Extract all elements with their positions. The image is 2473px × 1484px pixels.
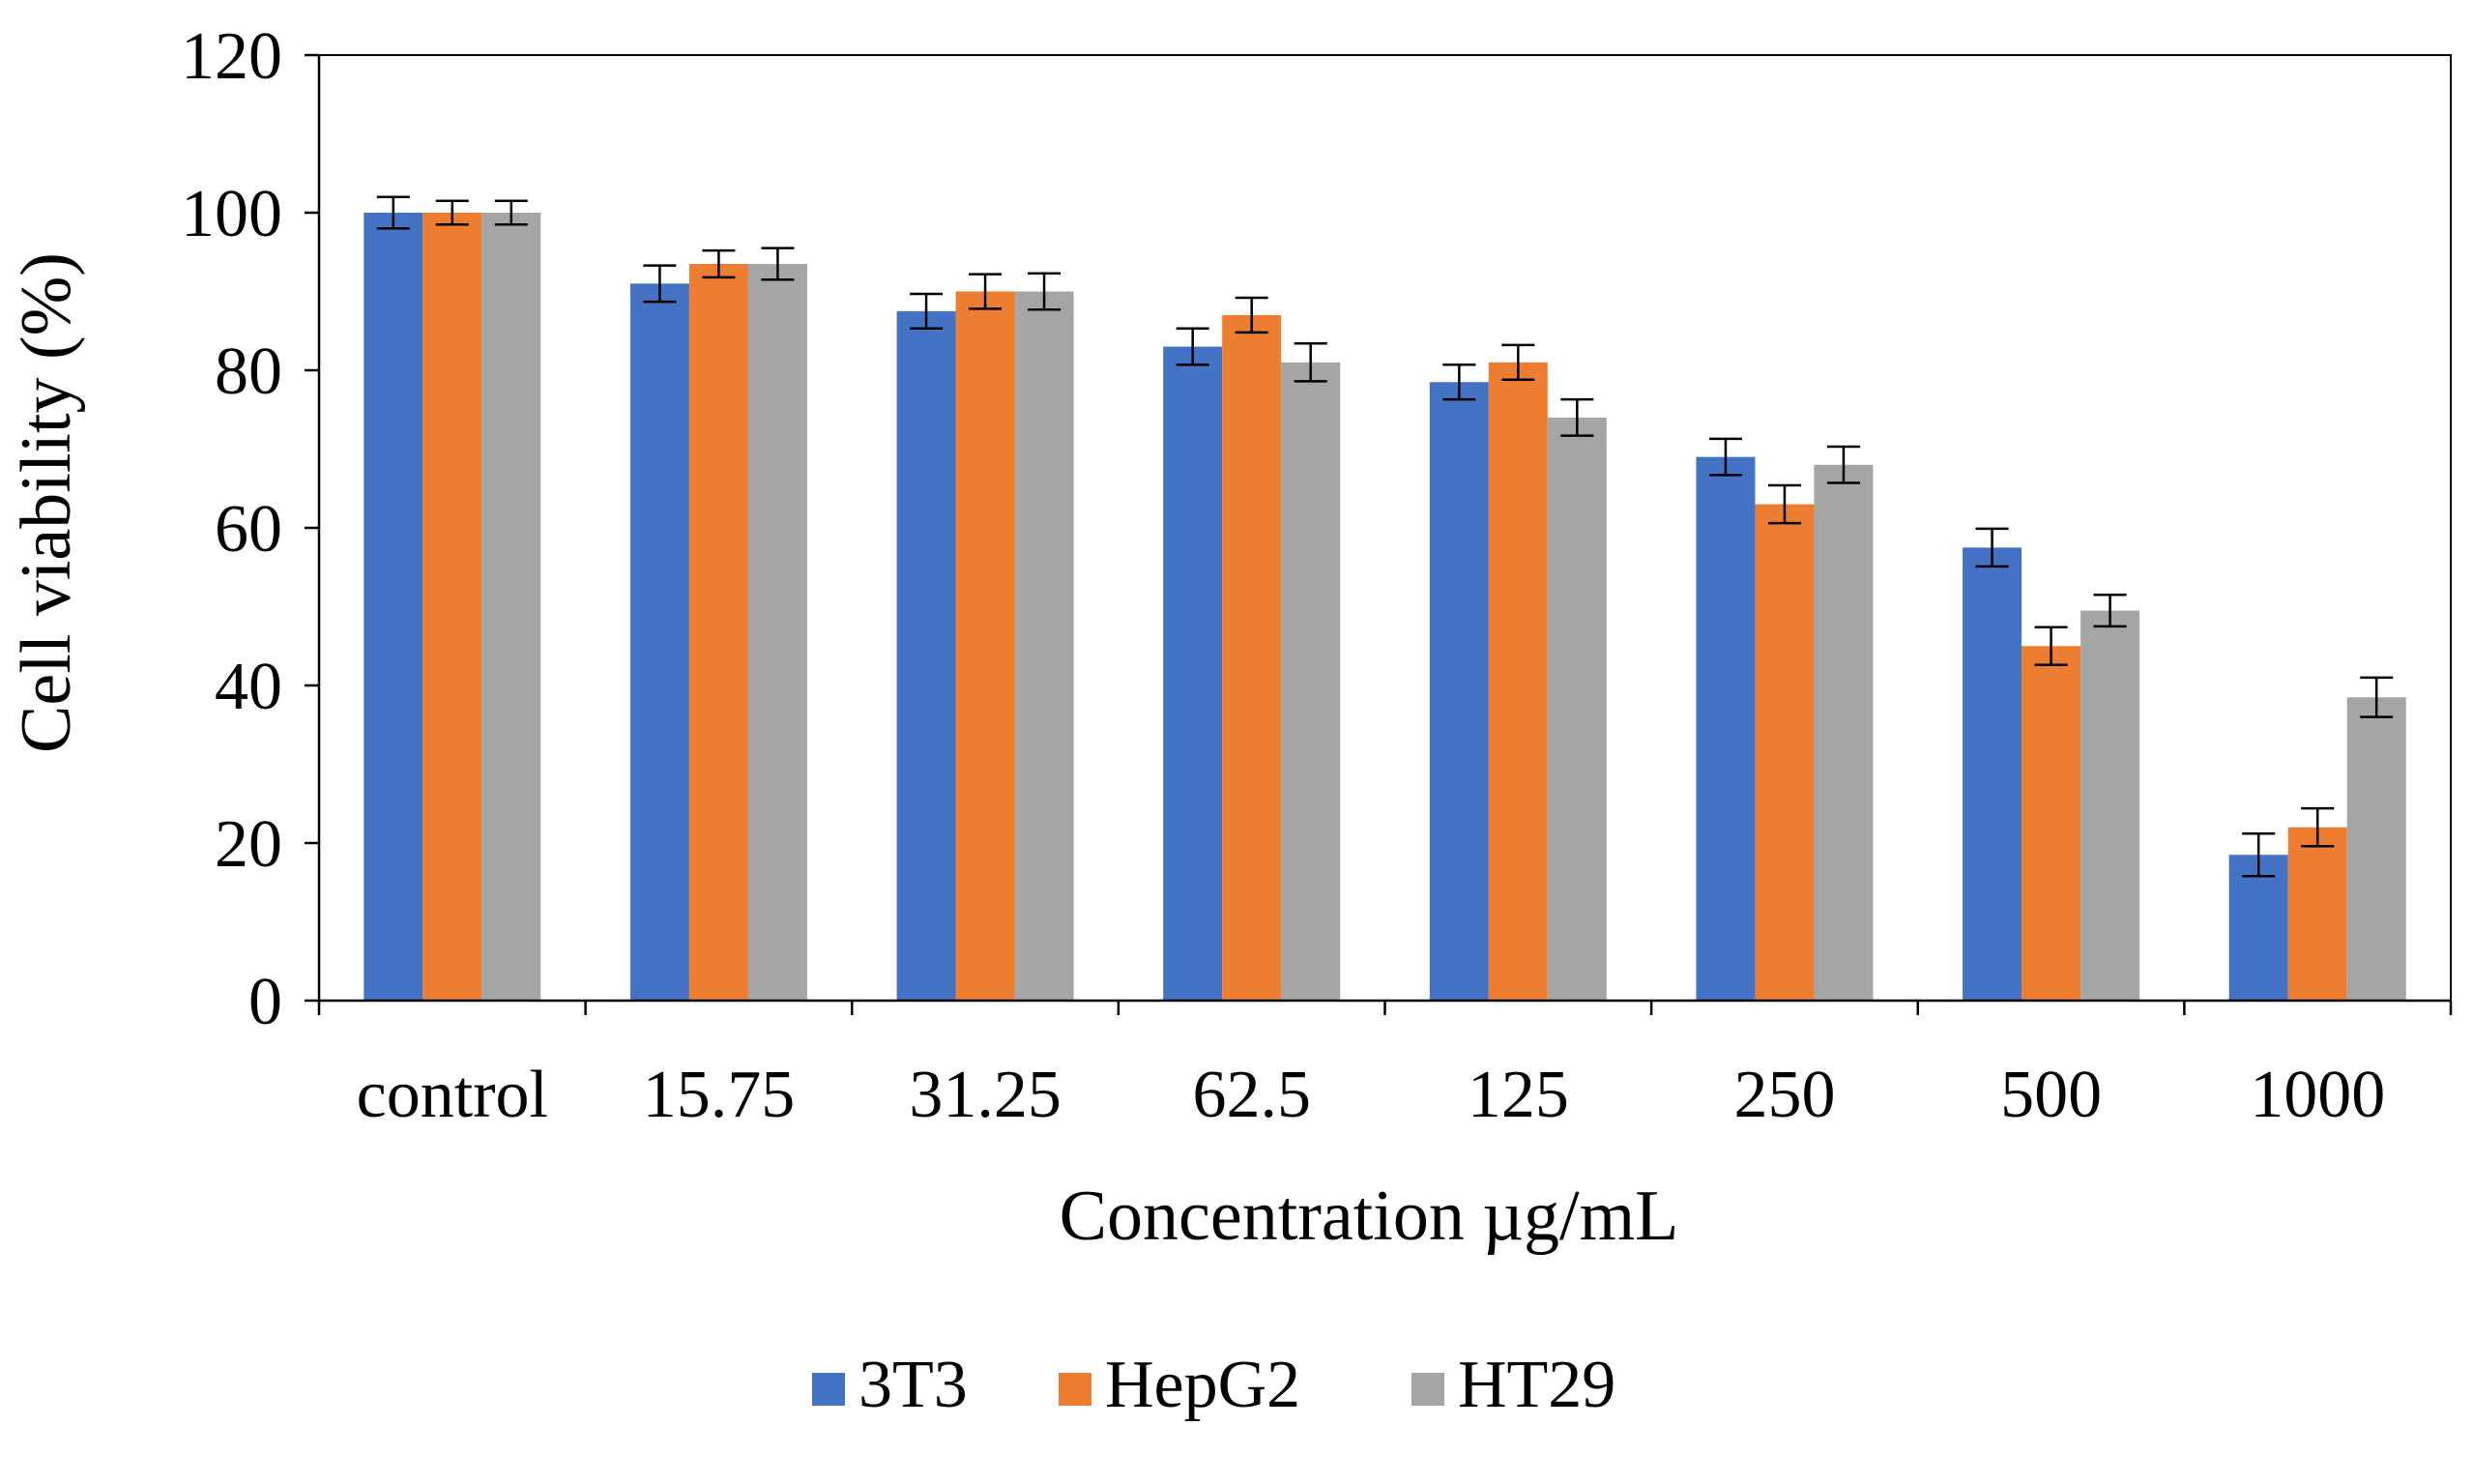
x-axis-ticks: control 15.75 31.25 62.5 125 250 500 1000 [317, 1001, 2453, 1132]
bar-hepg2-31.25 [955, 291, 1015, 1001]
error-bar [2301, 806, 2335, 848]
error-bar [1975, 527, 2009, 568]
bar-hepg2-15.75 [688, 263, 748, 1002]
legend-item-3t3: 3T3 [812, 1348, 968, 1422]
error-bar [2242, 831, 2276, 878]
error-bar [1708, 437, 1742, 477]
bar-3t3-250 [1696, 456, 1756, 1001]
bar-hepg2-125 [1488, 362, 1548, 1002]
bar-hepg2-62.5 [1222, 314, 1282, 1001]
bar-ht29-1000 [2346, 697, 2406, 1001]
bar-hepg2-500 [2022, 646, 2081, 1001]
legend-label: 3T3 [858, 1348, 968, 1422]
error-bar [435, 199, 469, 226]
error-bar [1767, 483, 1801, 525]
error-bar [702, 248, 736, 279]
legend-item-ht29: HT29 [1411, 1348, 1615, 1422]
x-tick-label: 250 [1733, 1058, 1835, 1132]
legend-label: HT29 [1458, 1348, 1615, 1422]
bar-3t3-1000 [2228, 855, 2288, 1001]
legend-swatch [812, 1373, 845, 1406]
bar-3t3-31.25 [896, 310, 956, 1001]
error-bar [1560, 397, 1594, 437]
error-bar [1501, 343, 1535, 382]
bar-3t3-500 [1963, 547, 2022, 1001]
error-bar [1176, 327, 1209, 366]
legend-item-hepg2: HepG2 [1059, 1348, 1300, 1422]
bar-3t3-control [364, 213, 423, 1001]
bar-ht29-250 [1814, 464, 1874, 1001]
bar-ht29-125 [1547, 417, 1607, 1001]
legend-swatch [1059, 1373, 1091, 1406]
error-bar [2093, 594, 2127, 628]
bar-ht29-31.25 [1014, 291, 1074, 1001]
x-tick-label: 62.5 [1192, 1058, 1311, 1132]
x-tick-label: 125 [1468, 1058, 1569, 1132]
x-tick-label: 31.25 [909, 1058, 1062, 1132]
error-bar [494, 199, 528, 226]
y-tick-label: 120 [181, 19, 282, 94]
bar-3t3-62.5 [1163, 346, 1223, 1001]
bar-3t3-125 [1429, 382, 1489, 1002]
bar-hepg2-control [422, 213, 482, 1001]
error-bar [1028, 272, 1062, 311]
bar-ht29-control [481, 213, 541, 1001]
error-bar [1294, 342, 1327, 383]
error-bar [2034, 626, 2068, 667]
legend: 3T3 HepG2 HT29 [812, 1348, 1615, 1422]
error-bar [910, 292, 944, 331]
x-tick-label: 500 [2000, 1058, 2102, 1132]
error-bars [376, 195, 2394, 878]
x-tick-label: 15.75 [643, 1058, 796, 1132]
legend-label: HepG2 [1105, 1348, 1300, 1422]
x-tick-label: control [357, 1058, 548, 1132]
bar-ht29-500 [2080, 610, 2140, 1001]
bar-ht29-62.5 [1281, 362, 1341, 1002]
error-bar [1826, 445, 1860, 484]
x-tick-label: 1000 [2250, 1058, 2385, 1132]
error-bar [2360, 676, 2394, 718]
y-tick-label: 100 [181, 177, 282, 251]
error-bar [761, 247, 795, 281]
error-bar [1235, 296, 1268, 335]
y-tick-label: 0 [248, 965, 282, 1039]
y-tick-label: 40 [215, 650, 282, 724]
bar-3t3-15.75 [629, 283, 689, 1002]
x-axis-title: Concentration µg/mL [1060, 1177, 1679, 1256]
y-axis-title: Cell viability (%) [7, 252, 86, 753]
error-bar [1442, 364, 1476, 401]
y-tick-label: 80 [215, 335, 282, 409]
y-tick-label: 20 [215, 807, 282, 882]
y-axis-ticks: 0 20 40 60 80 100 120 [181, 19, 319, 1039]
bars [364, 213, 2406, 1002]
error-bar [643, 264, 677, 304]
bar-hepg2-250 [1755, 504, 1815, 1001]
error-bar [969, 273, 1003, 310]
bar-ht29-15.75 [747, 263, 807, 1002]
y-tick-label: 60 [215, 492, 282, 567]
bar-hepg2-1000 [2287, 827, 2347, 1001]
legend-swatch [1411, 1373, 1444, 1406]
error-bar [376, 195, 410, 230]
